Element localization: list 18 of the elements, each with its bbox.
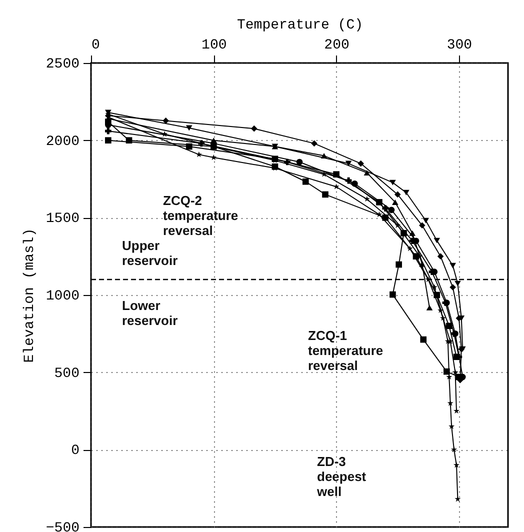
annotation: ZCQ-1 temperature reversal <box>308 328 384 373</box>
y-tick-label: 0 <box>71 443 80 460</box>
y-axis-title: Elevation (masl) <box>22 228 38 363</box>
annotation: ZCQ-2 temperature reversal <box>163 193 238 238</box>
x-tick-label: 200 <box>324 38 350 54</box>
y-tick-label: −500 <box>46 520 80 532</box>
y-tick-label: 1000 <box>46 288 80 304</box>
annotation: Upper reservoir <box>122 238 178 268</box>
annotation: ZD-3 deepest well <box>316 454 367 499</box>
y-tick-label: 2500 <box>46 56 80 72</box>
x-tick-label: 300 <box>446 38 472 54</box>
x-tick-label: 0 <box>92 38 100 54</box>
y-tick-label: 1500 <box>46 211 80 228</box>
annotation: Lower reservoir <box>122 298 178 328</box>
y-tick-label: 500 <box>54 366 80 382</box>
y-tick-label: 2000 <box>46 134 80 150</box>
x-tick-label: 100 <box>202 38 227 54</box>
x-axis-title: Temperature (C) <box>236 18 364 34</box>
